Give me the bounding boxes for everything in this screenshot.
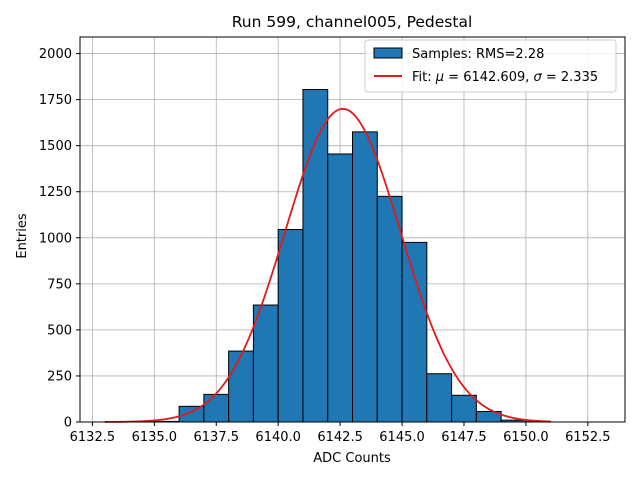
x-tick-label: 6150.0 [503, 430, 549, 445]
histogram-bar [277, 229, 304, 423]
x-tick-label: 6145.0 [379, 430, 425, 445]
y-tick-label: 1000 [39, 231, 72, 246]
y-tick-label: 750 [47, 277, 72, 292]
x-tick-label: 6140.0 [255, 430, 301, 445]
legend-fit-label: Fit: μ = 6142.609, σ = 2.335 [412, 70, 598, 85]
y-axis-label: Entries [15, 213, 30, 259]
histogram-bar [401, 241, 428, 423]
x-tick-label: 6135.0 [132, 430, 178, 445]
x-tick-label: 6132.5 [70, 430, 116, 445]
histogram-bar [352, 131, 378, 423]
x-axis-label: ADC Counts [313, 451, 391, 466]
legend-box [364, 39, 617, 93]
chart-title: Run 599, channel005, Pedestal [232, 13, 473, 31]
legend-fit-sigma-value: = 2.335 [542, 70, 598, 85]
plot-frame [79, 36, 626, 423]
x-tick-label: 6142.5 [317, 430, 363, 445]
histogram-bar [178, 405, 205, 423]
x-tick-label: 6152.5 [565, 430, 611, 445]
legend-histogram-label: Samples: RMS=2.28 [412, 47, 544, 62]
y-tick-label: 1500 [39, 139, 72, 154]
histogram-bar [302, 89, 329, 423]
fit-curve [104, 107, 551, 423]
legend: Samples: RMS=2.28 Fit: μ = 6142.609, σ =… [364, 39, 617, 93]
legend-fit-prefix: Fit: [412, 70, 436, 85]
axis-ticks: 6132.5 6135.0 6137.5 6140.0 6142.5 6145.0 6147… [39, 47, 611, 445]
histogram-bar [252, 304, 279, 423]
legend-histogram-swatch [373, 47, 403, 59]
histogram-bar [327, 153, 353, 423]
fit-curve-layer [104, 107, 551, 423]
histogram-bar [228, 350, 254, 423]
y-tick-label: 1750 [39, 93, 72, 108]
x-tick-label: 6147.5 [441, 430, 487, 445]
y-tick-label: 1250 [39, 185, 72, 200]
legend-fit-sigma-symbol: σ [534, 70, 543, 85]
x-tick-label: 6137.5 [194, 430, 240, 445]
legend-fit-mu-value: = 6142.609, [444, 70, 533, 85]
y-tick-label: 500 [47, 323, 72, 338]
y-tick-label: 0 [64, 416, 72, 431]
histogram-bar [376, 195, 403, 423]
y-tick-label: 250 [47, 369, 72, 384]
histogram-bar [451, 394, 477, 423]
histogram-bar [203, 393, 230, 423]
y-tick-label: 2000 [39, 47, 72, 62]
histogram-bar [426, 373, 453, 423]
legend-fit-mu-symbol: μ [435, 70, 444, 85]
